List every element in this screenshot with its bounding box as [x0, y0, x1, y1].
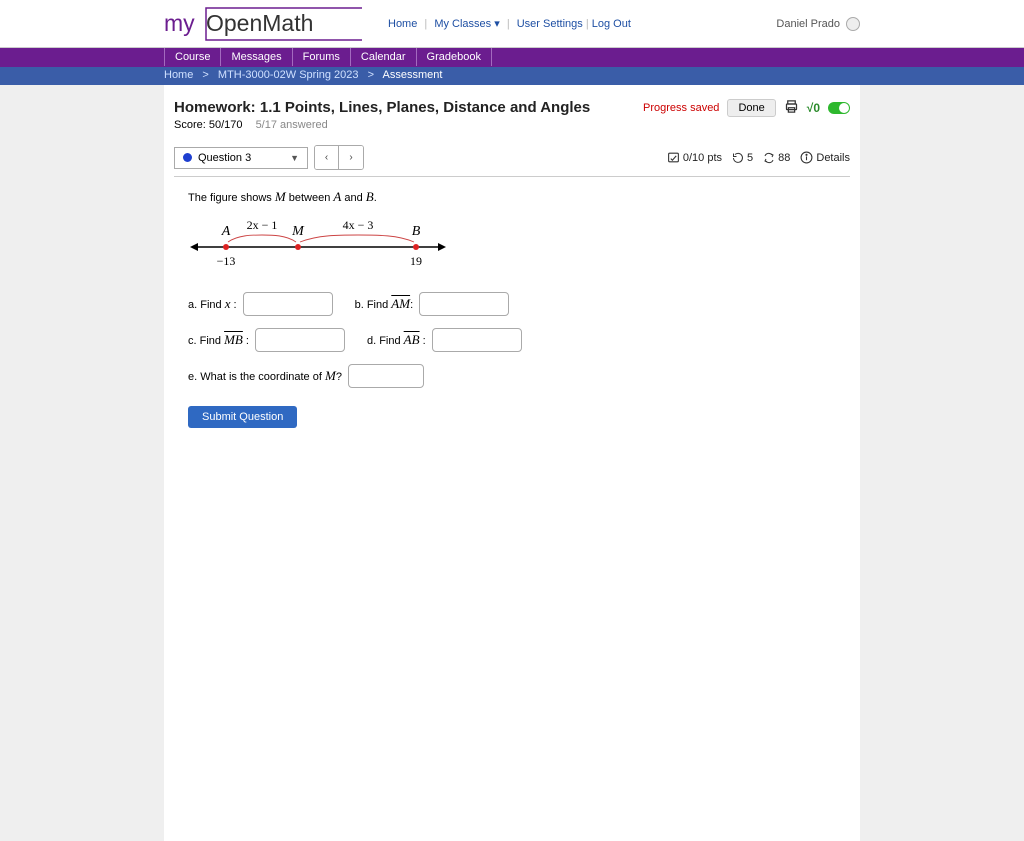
topbar: my OpenMath Home | My Classes ▾ | User S…	[0, 0, 1024, 48]
svg-text:B: B	[412, 224, 421, 239]
answer-item-a: a. Find x :	[188, 292, 333, 316]
question-selector-label: Question 3	[198, 152, 251, 164]
svg-text:A: A	[221, 224, 231, 239]
answer-item-e: e. What is the coordinate of M?	[188, 364, 424, 388]
done-button[interactable]: Done	[727, 99, 775, 117]
score-label: Score: 50/170	[174, 119, 243, 131]
nav-messages[interactable]: Messages	[221, 48, 292, 66]
svg-text:−13: −13	[217, 254, 236, 268]
nav-gradebook[interactable]: Gradebook	[417, 48, 492, 66]
svg-text:M: M	[291, 224, 305, 239]
next-question-button[interactable]: ›	[339, 146, 363, 169]
brand-logo[interactable]: my OpenMath	[164, 6, 364, 42]
answer-input-coord-m[interactable]	[348, 364, 424, 388]
status-dot-icon	[183, 153, 192, 162]
answer-item-d: d. Find AB :	[367, 328, 522, 352]
svg-text:OpenMath: OpenMath	[206, 10, 313, 36]
mathquill-icon: √0	[807, 101, 820, 115]
user-area: Daniel Prado	[776, 17, 860, 31]
answered-label: 5/17 answered	[256, 119, 328, 131]
page-title: Homework: 1.1 Points, Lines, Planes, Dis…	[174, 99, 590, 116]
number-line-figure: A M B 2x − 1 4x − 3 −13 19	[188, 213, 836, 277]
nav-course[interactable]: Course	[164, 48, 221, 66]
nav-forums[interactable]: Forums	[293, 48, 351, 66]
top-links: Home | My Classes ▾ | User Settings | Lo…	[388, 17, 631, 30]
link-my-classes[interactable]: My Classes ▾	[434, 18, 499, 30]
attempts-badge: 5	[732, 152, 753, 164]
link-user-settings[interactable]: User Settings	[517, 18, 583, 30]
prev-question-button[interactable]: ‹	[315, 146, 339, 169]
svg-text:my: my	[164, 10, 195, 36]
svg-text:19: 19	[410, 254, 422, 268]
answer-input-am[interactable]	[419, 292, 509, 316]
svg-text:4x − 3: 4x − 3	[343, 218, 374, 232]
navbar: Course Messages Forums Calendar Gradeboo…	[0, 48, 1024, 67]
answer-item-b: b. Find AM:	[355, 292, 510, 316]
question-selector[interactable]: Question 3 ▼	[174, 147, 308, 169]
progress-saved: Progress saved	[643, 102, 719, 114]
link-log-out[interactable]: Log Out	[592, 18, 631, 30]
breadcrumb-home[interactable]: Home	[164, 69, 193, 81]
link-home[interactable]: Home	[388, 18, 417, 30]
print-icon[interactable]	[784, 99, 799, 117]
question-nav: ‹ ›	[314, 145, 364, 170]
page-content: Homework: 1.1 Points, Lines, Planes, Dis…	[164, 85, 860, 841]
answer-item-c: c. Find MB :	[188, 328, 345, 352]
answer-input-x[interactable]	[243, 292, 333, 316]
details-link[interactable]: Details	[800, 151, 850, 164]
user-name: Daniel Prado	[776, 18, 840, 30]
caret-down-icon: ▼	[290, 153, 299, 163]
answer-input-ab[interactable]	[432, 328, 522, 352]
breadcrumb-current: Assessment	[382, 69, 442, 81]
breadcrumb-course[interactable]: MTH-3000-02W Spring 2023	[218, 69, 359, 81]
avatar-icon[interactable]	[846, 17, 860, 31]
svg-text:2x − 1: 2x − 1	[247, 218, 278, 232]
answer-input-mb[interactable]	[255, 328, 345, 352]
regen-badge: 88	[763, 152, 790, 164]
mathquill-toggle[interactable]	[828, 102, 850, 114]
question-intro: The figure shows M between A and B.	[188, 187, 836, 207]
nav-calendar[interactable]: Calendar	[351, 48, 417, 66]
breadcrumb: Home > MTH-3000-02W Spring 2023 > Assess…	[0, 67, 1024, 85]
pts-badge: 0/10 pts	[667, 151, 722, 164]
submit-question-button[interactable]: Submit Question	[188, 406, 297, 428]
